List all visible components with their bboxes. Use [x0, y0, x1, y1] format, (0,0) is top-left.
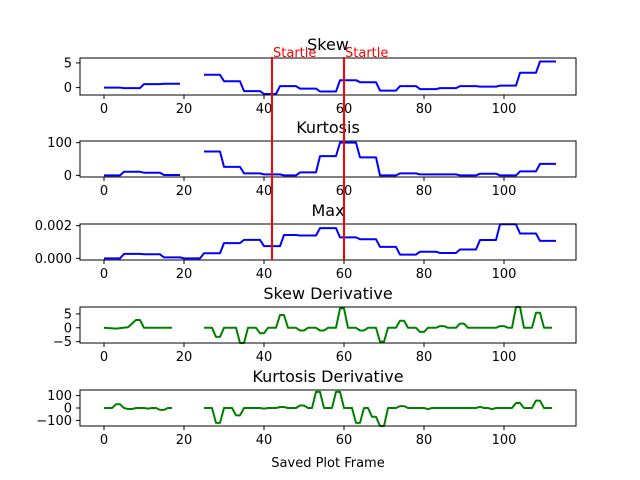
kurtosis-axes-frame [79, 140, 577, 178]
max-x-tick-label-60: 60 [336, 267, 353, 282]
startle-label-1: Startle [273, 46, 316, 61]
skew-derivative-x-tick-label-0: 0 [100, 350, 108, 365]
max-y-tick-label-1: 0.002 [35, 219, 72, 234]
kurtosis-x-tick-label-40: 40 [256, 184, 273, 199]
max-x-tick-label-0: 0 [100, 267, 108, 282]
kurtosis-x-tick-label-20: 20 [176, 184, 193, 199]
kurtosis-series-line-1 [104, 170, 180, 177]
max-title: Max [311, 201, 344, 220]
skew-derivative-y-tick-label-0: −5 [53, 335, 72, 350]
kurtosis-derivative-y-tick-label-0: −100 [36, 414, 72, 429]
kurtosis-x-tick-label-0: 0 [100, 184, 108, 199]
skew-derivative-y-tick-label-2: 5 [64, 307, 72, 322]
kurtosis-y-tick-label-1: 100 [47, 136, 72, 151]
skew-series-line-1 [104, 82, 180, 90]
skew-panel: 02040608010005Skew [64, 35, 577, 117]
startle-markers: Startle Startle [271, 46, 388, 260]
x-axis-label: Saved Plot Frame [271, 456, 384, 471]
skew-derivative-series-line-1 [103, 319, 172, 330]
kurtosis-derivative-y-tick-label-2: 100 [47, 389, 72, 404]
max-series-line-1 [104, 223, 556, 260]
skew-series-line-2 [204, 60, 556, 95]
kurtosis-derivative-x-tick-label-80: 80 [416, 433, 433, 448]
kurtosis-derivative-x-tick-label-0: 0 [100, 433, 108, 448]
kurtosis-derivative-y-tick-label-1: 0 [64, 402, 72, 417]
kurtosis-y-tick-label-0: 0 [64, 169, 72, 184]
max-x-tick-label-20: 20 [176, 267, 193, 282]
skew-x-tick-label-0: 0 [100, 102, 108, 117]
skew-derivative-x-tick-label-80: 80 [416, 350, 433, 365]
max-x-tick-label-40: 40 [256, 267, 273, 282]
skew-y-tick-label-1: 5 [64, 56, 72, 71]
kurtosis-derivative-series-line-1 [104, 403, 172, 411]
kurtosis-title: Kurtosis [296, 118, 360, 137]
skew-derivative-title: Skew Derivative [263, 284, 392, 303]
skew-x-tick-label-80: 80 [416, 102, 433, 117]
skew-axes-frame [79, 57, 577, 96]
max-panel: 0 20 40 60 80 100 0.000 0.002 Max [35, 201, 577, 282]
kurtosis-x-tick-label-100: 100 [492, 184, 517, 199]
skew-derivative-series-line-2 [204, 306, 552, 344]
skew-title: Skew [307, 35, 349, 54]
skew-derivative-x-tick-label-40: 40 [256, 350, 273, 365]
skew-derivative-axes-frame [79, 306, 577, 344]
kurtosis-derivative-x-tick-label-40: 40 [256, 433, 273, 448]
skew-x-tick-label-100: 100 [492, 102, 517, 117]
kurtosis-x-tick-label-80: 80 [416, 184, 433, 199]
kurtosis-series-line-2 [204, 141, 556, 177]
kurtosis-derivative-title: Kurtosis Derivative [252, 367, 403, 386]
skew-derivative-x-tick-label-60: 60 [336, 350, 353, 365]
max-x-tick-label-80: 80 [416, 267, 433, 282]
kurtosis-derivative-x-tick-label-20: 20 [176, 433, 193, 448]
x-axis-label-group: Saved Plot Frame [271, 456, 384, 471]
skew-derivative-y-tick-label-1: 0 [64, 321, 72, 336]
skew-derivative-x-tick-label-100: 100 [492, 350, 517, 365]
max-y-tick-label-0: 0.000 [35, 252, 72, 267]
max-x-tick-label-100: 100 [492, 267, 517, 282]
subplot-panels: 02040608010005Skew0204060801000100Kurtos… [35, 35, 577, 448]
skew-derivative-x-tick-label-20: 20 [176, 350, 193, 365]
max-axes-frame [79, 223, 577, 261]
kurtosis-derivative-series-line-2 [204, 390, 552, 427]
skew-y-tick-label-0: 0 [64, 81, 72, 96]
startle-label-2: Startle [345, 46, 388, 61]
skew-x-tick-label-20: 20 [176, 102, 193, 117]
kurtosis-derivative-x-tick-label-60: 60 [336, 433, 353, 448]
kurtosis-derivative-x-tick-label-100: 100 [492, 433, 517, 448]
skew-x-tick-label-40: 40 [256, 102, 273, 117]
